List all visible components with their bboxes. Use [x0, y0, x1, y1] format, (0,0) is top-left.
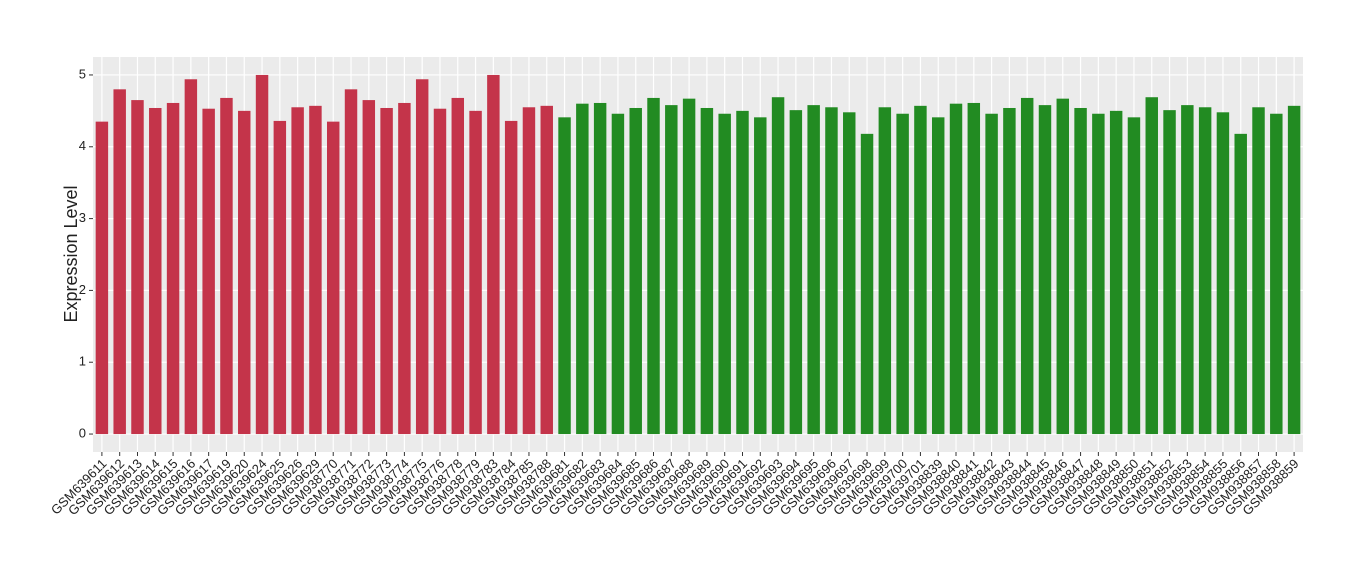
bar	[807, 105, 820, 435]
bar	[95, 121, 109, 435]
bar	[433, 108, 447, 435]
bar	[896, 113, 909, 435]
bar	[451, 97, 465, 435]
bar	[469, 110, 482, 435]
bar	[1092, 113, 1105, 435]
bar	[238, 110, 251, 435]
bar	[255, 74, 269, 435]
bar	[629, 107, 642, 435]
bar	[1003, 107, 1016, 435]
bar	[220, 97, 233, 435]
bar	[487, 74, 500, 435]
bar	[540, 105, 553, 435]
bar	[166, 102, 180, 435]
y-tick-label: 2	[79, 282, 86, 297]
bar	[184, 79, 198, 435]
bar	[931, 117, 945, 435]
bar	[1181, 105, 1194, 435]
bar	[611, 113, 625, 435]
bar	[398, 102, 411, 435]
bar	[718, 113, 731, 435]
bar	[309, 105, 322, 435]
bar	[202, 108, 215, 435]
bar	[522, 107, 536, 435]
bar	[1163, 110, 1176, 435]
bar	[273, 120, 287, 435]
y-axis-title: Expression Level	[61, 185, 81, 322]
bar	[985, 113, 998, 435]
bar	[967, 102, 981, 435]
bar	[1109, 110, 1123, 435]
bar	[593, 102, 607, 435]
bar	[1056, 98, 1070, 435]
bar	[1074, 107, 1087, 435]
bar	[1198, 107, 1212, 435]
bar	[665, 105, 678, 435]
bar	[647, 97, 660, 435]
y-tick-label: 4	[79, 138, 86, 153]
bar	[504, 120, 518, 435]
bar	[682, 98, 696, 435]
bar	[771, 97, 785, 435]
bar	[1270, 113, 1283, 435]
bar	[700, 107, 714, 435]
bar	[825, 107, 838, 435]
bar	[558, 117, 571, 435]
y-tick-label: 3	[79, 210, 86, 225]
bar	[362, 100, 376, 435]
bar	[1287, 105, 1301, 435]
bar	[754, 117, 767, 435]
bar	[1252, 107, 1265, 435]
bar	[291, 107, 304, 435]
bar	[113, 89, 126, 435]
bar	[843, 112, 856, 435]
bar	[576, 103, 589, 435]
bar	[878, 107, 892, 435]
y-tick-label: 1	[79, 354, 86, 369]
bar	[1145, 97, 1158, 435]
bar	[344, 89, 358, 435]
bar	[1127, 117, 1141, 435]
y-tick-label: 0	[79, 425, 86, 440]
bar	[1020, 97, 1034, 435]
bar	[736, 110, 749, 435]
bar	[860, 133, 874, 435]
bar	[415, 79, 429, 435]
bar	[326, 121, 340, 435]
bar	[131, 100, 144, 435]
bar	[914, 105, 927, 435]
bar	[1038, 105, 1052, 435]
bar	[380, 107, 393, 435]
y-tick-label: 5	[79, 66, 86, 81]
bar	[949, 103, 963, 435]
bar	[149, 107, 162, 435]
bar	[789, 110, 803, 435]
bar	[1216, 112, 1230, 435]
bar	[1234, 133, 1247, 435]
